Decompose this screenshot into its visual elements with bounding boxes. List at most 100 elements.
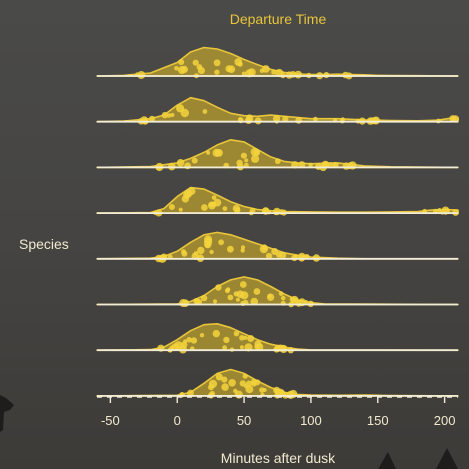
tree-silhouette-icon — [436, 448, 458, 469]
observation-dot — [293, 254, 299, 259]
observation-dot — [234, 58, 243, 66]
ridge-4 — [96, 186, 459, 217]
observation-dot — [238, 117, 243, 122]
x-tick-label: 200 — [434, 413, 456, 428]
observation-dot — [176, 159, 185, 167]
ridge-2 — [96, 96, 460, 125]
observation-dot — [233, 330, 240, 337]
observation-dot — [213, 198, 222, 207]
observation-dot — [218, 239, 225, 246]
observation-dot — [235, 297, 240, 302]
observation-dot — [212, 329, 220, 338]
observation-dot — [233, 388, 238, 394]
observation-dot — [304, 300, 309, 305]
ridge-6 — [96, 276, 459, 308]
observation-dot — [214, 69, 220, 75]
observation-dot — [190, 337, 198, 344]
observation-dot — [225, 287, 231, 292]
observation-dot — [227, 245, 234, 253]
observation-dot — [181, 195, 190, 203]
observation-dot — [321, 161, 327, 167]
observation-dot — [211, 195, 217, 201]
observation-dot — [215, 373, 223, 381]
observation-dot — [227, 294, 234, 301]
tree-silhouette-icon — [378, 452, 396, 469]
observation-dot — [202, 109, 208, 114]
observation-dot — [262, 388, 267, 392]
observation-dot — [239, 345, 244, 350]
observation-dot — [294, 70, 303, 79]
observation-dot — [246, 380, 253, 387]
x-axis: -50 0 50 100 150 200 — [97, 396, 458, 428]
x-tick-label: 50 — [237, 413, 251, 428]
observation-dot — [148, 115, 156, 122]
observation-dot — [342, 71, 349, 79]
observation-dot — [250, 297, 259, 306]
observation-dot — [199, 333, 205, 338]
observation-dot — [209, 201, 215, 208]
x-tick-label: 150 — [367, 413, 389, 428]
observation-dot — [178, 207, 183, 212]
observation-dot — [239, 380, 246, 387]
observation-dot — [272, 114, 281, 123]
observation-dot — [186, 337, 192, 343]
observation-dot — [274, 389, 280, 394]
x-axis-label: Minutes after dusk — [221, 450, 336, 466]
observation-dot — [239, 335, 245, 341]
observation-dot — [240, 152, 247, 159]
observation-dot — [240, 248, 245, 253]
observation-dot — [234, 207, 241, 214]
ridge-3 — [96, 139, 459, 172]
observation-dot — [295, 117, 303, 124]
observation-dot — [449, 115, 457, 122]
observation-dot — [161, 111, 169, 119]
ridge-1 — [96, 46, 459, 80]
observation-dot — [176, 104, 185, 113]
x-tick-label: -50 — [101, 413, 120, 428]
observation-dot — [251, 154, 260, 163]
observation-dot — [196, 64, 203, 70]
y-axis-label: Species — [19, 236, 69, 252]
observation-dot — [240, 245, 246, 250]
ridge-8 — [96, 368, 459, 399]
observation-dot — [265, 252, 273, 260]
observation-dot — [201, 204, 208, 211]
observation-dot — [174, 341, 183, 350]
observation-dot — [170, 112, 175, 118]
observation-dot — [308, 162, 313, 168]
observation-dot — [236, 290, 245, 299]
observation-dot — [251, 381, 257, 387]
observation-dot — [340, 117, 345, 122]
observation-dot — [244, 158, 249, 163]
observation-dot — [271, 248, 279, 255]
observation-dot — [261, 244, 268, 251]
ridge-7 — [96, 323, 459, 354]
observation-dot — [215, 284, 222, 291]
observation-dot — [181, 249, 186, 255]
observation-dot — [273, 207, 281, 216]
observation-dot — [222, 206, 228, 212]
observation-dot — [255, 343, 264, 351]
observation-dot — [168, 204, 175, 210]
observation-dot — [212, 148, 221, 157]
observation-dot — [222, 345, 228, 351]
bird-silhouette-icon — [0, 395, 14, 432]
observation-dot — [241, 71, 247, 76]
observation-dot — [178, 59, 185, 66]
observation-dot — [200, 294, 208, 302]
chart-title: Departure Time — [230, 11, 327, 27]
observation-dot — [444, 208, 450, 214]
observation-dot — [233, 291, 239, 297]
observation-dot — [197, 246, 205, 255]
observation-dot — [196, 299, 203, 305]
observation-dot — [223, 336, 230, 344]
observation-dot — [245, 114, 254, 122]
observation-dot — [259, 68, 265, 73]
observation-dot — [342, 162, 350, 170]
observation-dot — [228, 379, 236, 387]
observation-dot — [177, 66, 186, 75]
observation-dot — [192, 59, 199, 66]
observation-dot — [187, 389, 194, 397]
x-tick-label: 0 — [174, 413, 181, 428]
observation-dot — [225, 65, 233, 73]
